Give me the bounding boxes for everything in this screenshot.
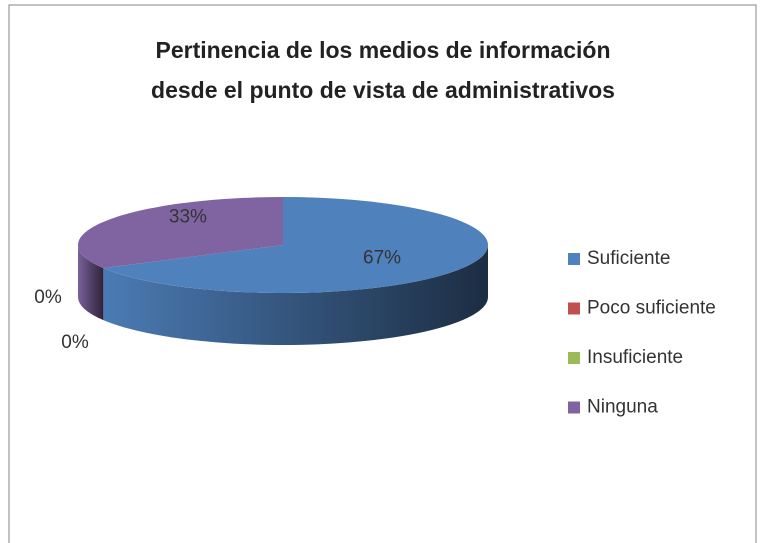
chart-title: Pertinencia de los medios de información <box>155 37 610 63</box>
data-label: 67% <box>363 247 401 268</box>
pie-slice <box>78 197 283 269</box>
legend-swatch <box>568 401 580 414</box>
legend-label: Suficiente <box>587 248 670 269</box>
pie-slice <box>103 197 489 294</box>
legend-swatch <box>568 302 580 315</box>
chart-title: desde el punto de vista de administrativ… <box>151 77 615 103</box>
legend-swatch <box>568 253 580 265</box>
legend-swatch <box>568 352 580 364</box>
pie-side <box>78 245 104 321</box>
legend-label: Poco suficiente <box>587 298 716 319</box>
data-label: 33% <box>169 207 207 228</box>
legend-label: Ninguna <box>587 397 658 418</box>
pie-side <box>103 245 489 346</box>
data-label: 0% <box>61 332 89 353</box>
data-label: 0% <box>34 287 62 308</box>
legend-label: Insuficiente <box>587 347 683 368</box>
